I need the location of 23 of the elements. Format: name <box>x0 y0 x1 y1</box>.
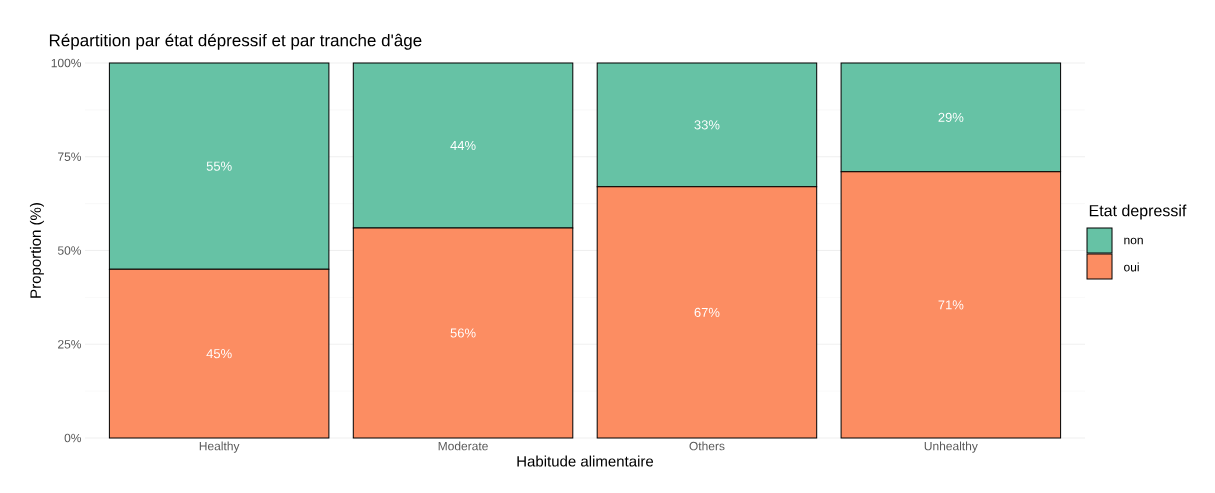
x-tick-label: Healthy <box>199 441 240 453</box>
x-axis-title: Habitude alimentaire <box>517 455 654 467</box>
data-label: 67% <box>694 307 720 317</box>
data-label: 56% <box>450 328 476 338</box>
x-tick-label: Moderate <box>438 441 488 451</box>
y-tick-label: 0% <box>64 433 82 443</box>
data-label: 45% <box>206 349 232 359</box>
y-axis-title: Proportion (%) <box>29 203 44 298</box>
legend-label: oui <box>1124 262 1139 272</box>
y-tick-label: 100% <box>51 58 82 68</box>
legend-label: non <box>1124 237 1143 245</box>
y-tick-label: 50% <box>57 246 82 255</box>
data-label: 29% <box>938 112 964 122</box>
y-tick-label: 25% <box>58 340 82 349</box>
y-tick-label: 75% <box>58 152 82 161</box>
x-tick-label: Others <box>689 441 725 451</box>
data-label: 55% <box>206 161 232 171</box>
data-label: 44% <box>450 140 476 151</box>
chart-title: Répartition par état dépressif et par tranche d'âge <box>49 33 422 50</box>
data-label: 71% <box>938 300 964 310</box>
data-label: 33% <box>694 120 720 130</box>
x-tick-label: Unhealthy <box>924 441 978 453</box>
legend-title: Etat depressif <box>1089 204 1187 220</box>
